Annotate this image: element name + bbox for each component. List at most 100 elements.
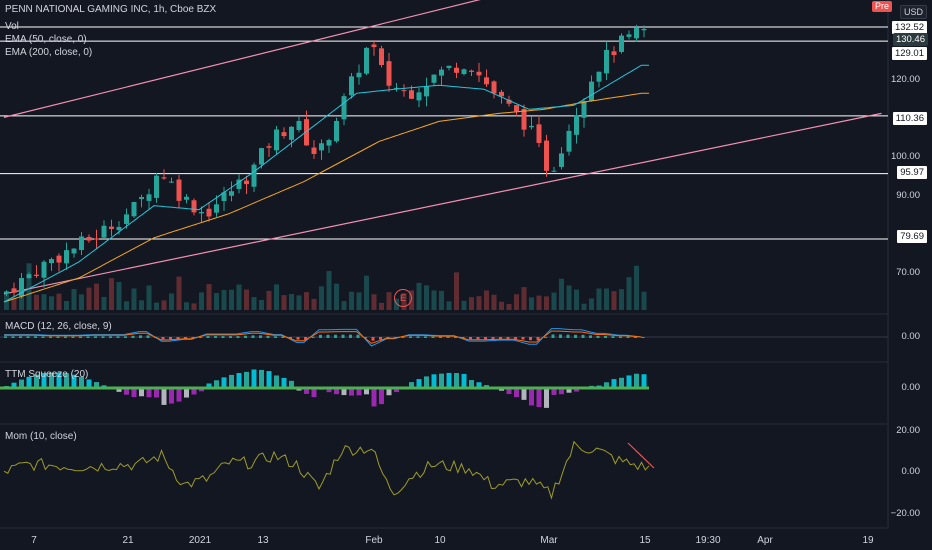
macd-histogram-bar (379, 337, 382, 340)
candle-body (589, 81, 594, 101)
volume-bar (79, 294, 84, 310)
volume-bar (86, 287, 92, 310)
candle-body (101, 225, 107, 238)
candle-body (94, 238, 99, 240)
candle-body (604, 49, 609, 74)
mom-legend[interactable]: Mom (10, close) (5, 431, 77, 442)
volume-bar (499, 301, 504, 310)
candle-body (109, 226, 114, 229)
candle-body (401, 90, 407, 92)
macd-histogram-bar (244, 335, 247, 338)
macd-histogram-bar (371, 337, 375, 341)
macd-histogram-bar (176, 337, 180, 339)
volume-bar (139, 300, 144, 310)
volume-bar (229, 289, 234, 310)
ttm-legend[interactable]: TTM Squeeze (20) (5, 369, 89, 380)
mom-tick-20: 20.00 (896, 425, 920, 436)
ttm-bar (619, 377, 624, 388)
candle-body (64, 250, 69, 264)
macd-histogram-bar (214, 336, 217, 338)
macd-histogram-bar (71, 336, 75, 338)
candle-body (326, 140, 332, 146)
candle-body (206, 208, 212, 217)
volume-bar (559, 278, 564, 310)
macd-histogram-bar (184, 337, 187, 339)
ttm-tick-zero: 0.00 (901, 382, 921, 393)
volume-bar (26, 263, 32, 310)
candle-body (19, 278, 24, 297)
candle-body (559, 153, 564, 167)
ttm-bar (446, 372, 452, 388)
earnings-marker[interactable]: E (394, 289, 412, 307)
macd-histogram-bar (274, 336, 277, 338)
volume-bar (116, 282, 122, 310)
volume-bar (296, 295, 302, 310)
candle-body (79, 236, 84, 250)
x-label-19: 19 (862, 535, 874, 546)
volume-bar (289, 293, 294, 310)
pane-separators (0, 0, 889, 529)
volume-bar (11, 297, 17, 310)
x-label-13: 13 (257, 535, 269, 546)
vol-legend[interactable]: Vol (5, 21, 19, 32)
ttm-bar (394, 388, 399, 393)
macd-histogram-bar (139, 335, 142, 338)
candle-body (169, 181, 174, 183)
candle-body (161, 177, 167, 179)
volume-bar (544, 296, 549, 310)
volume-bar (446, 301, 452, 310)
volume-bar (101, 296, 107, 310)
volume-bar (424, 285, 429, 310)
candle-body (371, 44, 377, 48)
ttm-bar (11, 382, 17, 388)
ttm-bar (626, 375, 632, 388)
macd-histogram-bar (454, 336, 457, 338)
ttm-bar (214, 380, 219, 388)
candle-body (214, 204, 219, 213)
ttm-bar (206, 383, 212, 388)
x-label-21: 21 (122, 535, 134, 546)
ttm-bar (184, 388, 189, 398)
candle-body (4, 291, 9, 294)
ttm-bar (409, 382, 414, 388)
macd-legend[interactable]: MACD (12, 26, close, 9) (5, 321, 112, 332)
volume-bar (34, 294, 39, 310)
macd-histogram-bar (229, 336, 232, 338)
volume-bar (529, 297, 534, 310)
ema200-legend[interactable]: EMA (200, close, 0) (5, 47, 93, 58)
macd-histogram-bar (409, 336, 412, 338)
macd-histogram-bar (236, 336, 240, 338)
macd-histogram-bar (11, 336, 15, 338)
momentum-trend-line (627, 442, 655, 469)
volume-bar (611, 291, 617, 310)
macd-histogram-bar (304, 337, 307, 340)
volume-bar (641, 291, 647, 310)
ttm-bar (559, 388, 564, 395)
ttm-bar (259, 369, 264, 388)
candle-body (116, 226, 122, 231)
candle-body (394, 87, 399, 89)
macd-histogram-bar (221, 336, 225, 338)
candle-body (484, 77, 489, 85)
ttm-bar (281, 377, 287, 388)
volume-bar (64, 301, 69, 310)
candle-body (296, 120, 302, 130)
volume-bar (589, 298, 594, 310)
volume-bar (619, 289, 624, 310)
volume-bar (94, 283, 99, 310)
candle-body (184, 196, 189, 200)
currency-button[interactable]: USD (900, 5, 928, 19)
volume-bar (49, 296, 54, 310)
ttm-bar (304, 388, 309, 394)
candle-body (349, 76, 354, 96)
macd-histogram-bar (199, 336, 202, 338)
ttm-bar (476, 382, 482, 388)
ttm-bar (536, 388, 542, 408)
candle-body (469, 70, 474, 72)
ttm-bar (274, 375, 279, 388)
ttm-bar (454, 373, 459, 388)
macd-histogram-bar (604, 335, 607, 338)
ema50-legend[interactable]: EMA (50, close, 0) (5, 34, 87, 45)
ttm-bar (521, 388, 527, 400)
